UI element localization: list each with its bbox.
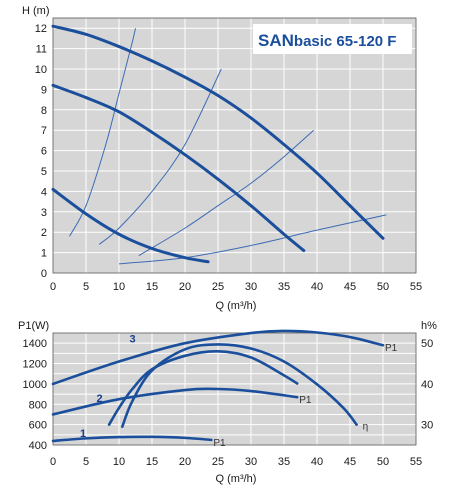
head-x-tick-label: 45	[344, 281, 356, 293]
efficiency-y-axis-label: h%	[421, 320, 437, 332]
head-y-tick-label: 0	[41, 268, 47, 280]
head-y-tick-label: 4	[41, 186, 47, 198]
chart-title-main: SAN	[258, 31, 294, 50]
power-x-tick-label: 40	[311, 456, 323, 468]
power-x-tick-label: 20	[179, 456, 191, 468]
head-x-tick-label: 30	[245, 281, 257, 293]
power-y-tick-label: 1200	[23, 359, 47, 371]
power-x-tick-label: 10	[113, 456, 125, 468]
head-y-tick-label: 1	[41, 248, 47, 260]
power-y-tick-label: 1000	[23, 379, 47, 391]
efficiency-y-tick-label: 50	[421, 338, 433, 350]
power-y-tick-label: 800	[29, 399, 47, 411]
power-x-tick-label: 55	[410, 456, 422, 468]
head-y-axis-label: H (m)	[22, 5, 50, 17]
power-x-tick-label: 25	[212, 456, 224, 468]
head-x-tick-label: 15	[146, 281, 158, 293]
head-system-curve-2	[98, 68, 222, 245]
power-y-tick-label: 400	[29, 440, 47, 452]
head-y-tick-label: 12	[35, 23, 47, 35]
head-y-tick-label: 2	[41, 227, 47, 239]
power-y-tick-label: 1400	[23, 338, 47, 350]
head-y-tick-label: 9	[41, 84, 47, 96]
power-curve-end-label-3: P1	[385, 343, 398, 354]
chart-title-rest: basic 65-120 F	[294, 33, 397, 50]
head-x-tick-label: 55	[410, 281, 422, 293]
head-x-tick-label: 20	[179, 281, 191, 293]
power-curve-3	[51, 329, 385, 386]
head-plot-frame	[52, 17, 417, 274]
head-system-curve-3	[138, 129, 315, 257]
power-curve-number-3: 3	[130, 334, 136, 346]
power-curve-number-2: 2	[97, 393, 103, 405]
chart-title: SANbasic 65-120 F	[258, 31, 396, 50]
power-x-axis-label: Q (m³/h)	[216, 473, 257, 485]
head-pump-curve-2	[51, 83, 306, 253]
efficiency-y-tick-label: 30	[421, 420, 433, 432]
head-plot-area	[53, 18, 416, 273]
head-x-axis-label: Q (m³/h)	[216, 300, 257, 312]
power-y-axis-label: P1(W)	[18, 320, 49, 332]
head-x-tick-label: 10	[113, 281, 125, 293]
power-curve-1	[51, 435, 213, 443]
power-x-tick-label: 45	[344, 456, 356, 468]
head-system-curve-1	[69, 28, 136, 237]
efficiency-label: η	[363, 422, 369, 433]
efficiency-curve-1	[121, 343, 358, 428]
efficiency-curve-2	[107, 350, 299, 426]
head-pump-curve-3	[51, 187, 210, 264]
power-y-tick-label: 600	[29, 420, 47, 432]
power-x-tick-label: 50	[377, 456, 389, 468]
power-x-tick-label: 35	[278, 456, 290, 468]
power-curve-end-label-2: P1	[299, 395, 312, 406]
head-x-tick-label: 25	[212, 281, 224, 293]
head-x-tick-label: 35	[278, 281, 290, 293]
head-x-tick-label: 0	[50, 281, 56, 293]
head-x-tick-label: 5	[83, 281, 89, 293]
head-y-tick-label: 5	[41, 166, 47, 178]
power-x-tick-label: 5	[83, 456, 89, 468]
head-y-tick-label: 3	[41, 207, 47, 219]
power-x-tick-label: 30	[245, 456, 257, 468]
head-pump-curve-1	[51, 24, 385, 240]
power-curve-number-1: 1	[80, 428, 86, 440]
head-x-tick-label: 50	[377, 281, 389, 293]
head-x-tick-label: 40	[311, 281, 323, 293]
head-y-tick-label: 11	[36, 44, 47, 56]
efficiency-y-tick-label: 40	[421, 379, 433, 391]
power-curve-2	[51, 387, 299, 416]
head-y-tick-label: 10	[35, 64, 47, 76]
title-box	[253, 24, 412, 54]
head-y-tick-label: 8	[41, 105, 47, 117]
head-system-curve-4	[118, 214, 387, 265]
power-x-tick-label: 15	[146, 456, 158, 468]
head-y-tick-label: 7	[41, 125, 47, 137]
power-plot-frame	[52, 332, 417, 446]
power-curve-end-label-1: P1	[213, 438, 226, 449]
power-x-tick-label: 0	[50, 456, 56, 468]
head-y-tick-label: 6	[41, 146, 47, 158]
